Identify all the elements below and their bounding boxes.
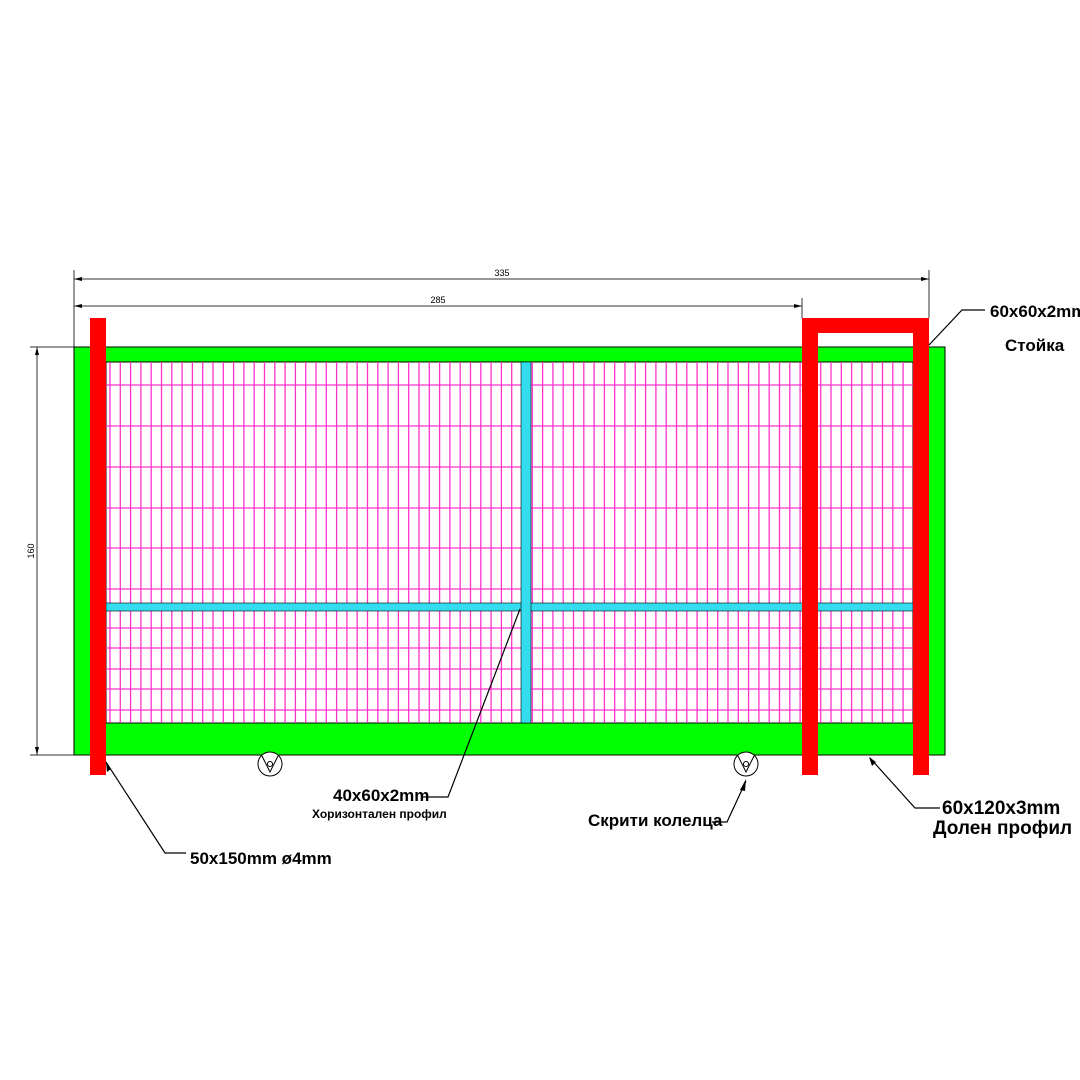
post-name-label: Стойка [1005,336,1065,355]
right-post-frame [802,318,929,775]
leader-lines [105,309,985,854]
wheels [257,751,759,777]
vertical-profile [520,361,532,724]
dimension-lines [30,270,930,756]
post-profile-label: 60x60x2mm [990,302,1080,321]
horizontal-profile [105,602,914,612]
dimension-335-label: 335 [494,268,509,278]
wire-mesh [106,362,913,723]
bottom-profile-label: 60x120x3mm [942,798,1060,819]
mesh-panel [105,361,914,724]
dimension-160-label: 160 [26,543,36,558]
mesh-spec-label: 50x150mm ø4mm [190,849,332,868]
horizontal-profile-label: 40x60x2mm [333,786,429,805]
hidden-wheels-label: Скрити колелца [588,811,723,830]
left-post [90,318,106,775]
bottom-profile-name: Долен профил [933,818,1072,839]
horizontal-profile-name: Хоризонтален профил [312,807,447,821]
dimension-285-label: 285 [430,295,445,305]
